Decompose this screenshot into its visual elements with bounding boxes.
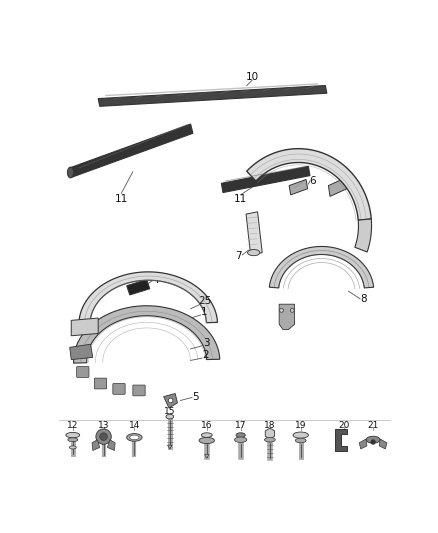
Text: 19: 19	[295, 422, 307, 430]
Ellipse shape	[295, 438, 306, 443]
Polygon shape	[205, 454, 209, 458]
Polygon shape	[70, 124, 193, 177]
Polygon shape	[70, 344, 93, 360]
Text: 6: 6	[310, 176, 316, 186]
Ellipse shape	[366, 436, 380, 443]
Text: 11: 11	[115, 193, 128, 204]
Text: 18: 18	[264, 422, 276, 430]
Polygon shape	[279, 304, 294, 329]
Ellipse shape	[67, 167, 74, 178]
Polygon shape	[79, 272, 218, 326]
Ellipse shape	[293, 432, 308, 438]
Polygon shape	[335, 429, 347, 450]
Polygon shape	[167, 445, 172, 449]
Text: 12: 12	[67, 422, 78, 430]
Polygon shape	[359, 439, 367, 449]
Ellipse shape	[236, 433, 245, 438]
Ellipse shape	[166, 414, 173, 419]
Polygon shape	[265, 428, 275, 439]
Ellipse shape	[66, 432, 80, 438]
Ellipse shape	[127, 433, 142, 441]
Polygon shape	[92, 440, 100, 450]
Polygon shape	[355, 219, 371, 252]
Circle shape	[290, 309, 294, 312]
Polygon shape	[269, 246, 374, 288]
Text: 15: 15	[164, 408, 176, 416]
Text: 21: 21	[367, 422, 379, 430]
Polygon shape	[164, 393, 177, 408]
Text: 9: 9	[350, 181, 357, 191]
Polygon shape	[98, 85, 327, 106]
Text: 17: 17	[235, 422, 247, 430]
Text: 25: 25	[198, 296, 211, 306]
Ellipse shape	[265, 438, 276, 442]
FancyBboxPatch shape	[77, 367, 89, 377]
Polygon shape	[74, 306, 220, 363]
Text: 3: 3	[203, 338, 209, 348]
Ellipse shape	[69, 446, 76, 449]
Polygon shape	[247, 149, 371, 220]
Circle shape	[100, 433, 107, 440]
Polygon shape	[221, 166, 310, 192]
Text: 5: 5	[193, 392, 199, 401]
Text: 7: 7	[235, 252, 242, 262]
Ellipse shape	[199, 438, 215, 443]
Text: 11: 11	[234, 193, 247, 204]
Ellipse shape	[201, 433, 212, 438]
Text: 14: 14	[129, 422, 140, 430]
Circle shape	[371, 440, 375, 445]
Text: 1: 1	[201, 307, 208, 317]
Ellipse shape	[130, 435, 139, 440]
Text: 4: 4	[152, 274, 159, 285]
Polygon shape	[379, 439, 387, 449]
Polygon shape	[107, 440, 115, 450]
FancyBboxPatch shape	[113, 384, 125, 394]
Polygon shape	[127, 280, 150, 295]
FancyBboxPatch shape	[133, 385, 145, 396]
Circle shape	[279, 309, 283, 312]
Polygon shape	[328, 178, 347, 196]
Circle shape	[168, 398, 173, 403]
Polygon shape	[246, 212, 262, 255]
Text: 16: 16	[201, 422, 212, 430]
Ellipse shape	[247, 249, 260, 256]
Polygon shape	[71, 318, 98, 336]
FancyBboxPatch shape	[94, 378, 107, 389]
Text: 2: 2	[203, 350, 209, 360]
Text: 13: 13	[98, 422, 110, 430]
Text: 10: 10	[246, 72, 259, 82]
Ellipse shape	[68, 438, 78, 442]
Circle shape	[96, 429, 111, 445]
Polygon shape	[289, 180, 307, 195]
Text: 20: 20	[338, 422, 350, 430]
Ellipse shape	[234, 437, 247, 442]
Text: 8: 8	[360, 294, 367, 304]
